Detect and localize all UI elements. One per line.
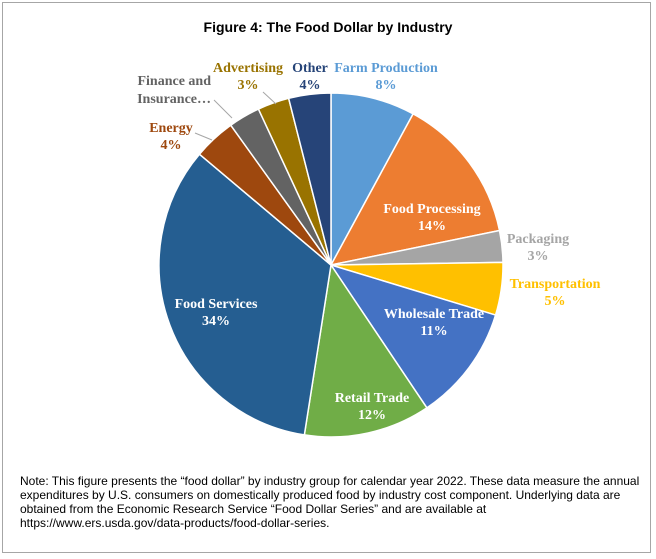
slice-label-retail-trade: Retail Trade 12% <box>335 391 410 423</box>
leader-line <box>194 132 213 141</box>
slice-label-food-services: Food Services 34% <box>175 297 258 329</box>
pie-slice-retail-trade <box>303 262 428 438</box>
slice-label-packaging: Packaging 3% <box>507 232 569 264</box>
slice-label-finance-and-insurance: Finance and Insurance… <box>137 74 211 107</box>
chart-title: Figure 4: The Food Dollar by Industry <box>203 19 453 35</box>
slice-label-farm-production: Farm Production 8% <box>334 61 438 93</box>
slice-label-energy: Energy 4% <box>149 121 193 153</box>
slice-label-other: Other 4% <box>292 61 328 93</box>
pie-slice-other <box>287 92 332 266</box>
leader-line <box>262 91 277 105</box>
slice-label-food-processing: Food Processing 14% <box>383 202 480 234</box>
slice-label-advertising: Advertising 3% <box>213 61 283 93</box>
pie-slice-wholesale-trade <box>329 263 497 409</box>
pie-slice-food-services <box>158 153 332 436</box>
pie-slice-food-processing <box>329 112 501 267</box>
leader-line <box>213 99 233 119</box>
pie-chart: Farm Production 8% Food Processing 14% Packa… <box>137 61 601 438</box>
slice-label-transportation: Transportation 5% <box>510 277 601 309</box>
slice-label-wholesale-trade: Wholesale Trade 11% <box>384 307 484 339</box>
footnote: Note: This figure presents the “food dol… <box>20 474 640 530</box>
